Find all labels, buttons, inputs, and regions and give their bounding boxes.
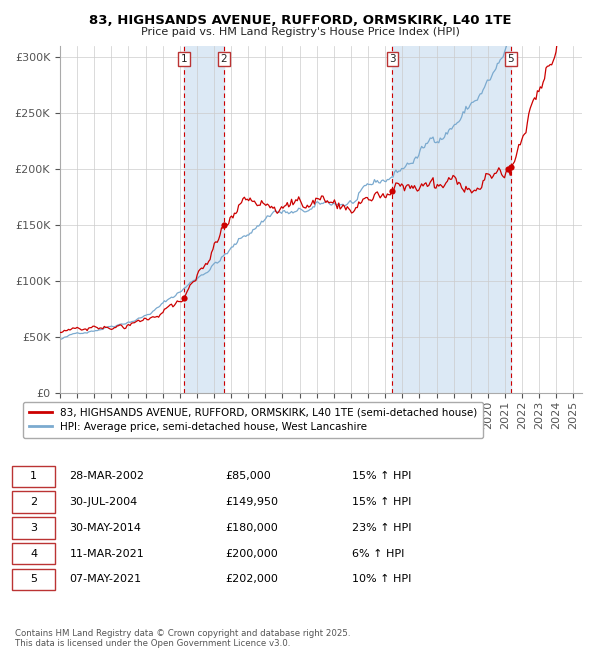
Text: 1: 1 <box>181 54 187 64</box>
Text: 5: 5 <box>508 54 514 64</box>
Text: £200,000: £200,000 <box>225 549 278 558</box>
Text: £149,950: £149,950 <box>225 497 278 507</box>
Text: £202,000: £202,000 <box>225 575 278 584</box>
Text: 30-MAY-2014: 30-MAY-2014 <box>70 523 142 533</box>
Text: 1: 1 <box>30 471 37 481</box>
Text: 15% ↑ HPI: 15% ↑ HPI <box>352 497 411 507</box>
Text: 2: 2 <box>30 497 37 507</box>
Legend: 83, HIGHSANDS AVENUE, RUFFORD, ORMSKIRK, L40 1TE (semi-detached house), HPI: Ave: 83, HIGHSANDS AVENUE, RUFFORD, ORMSKIRK,… <box>23 402 483 438</box>
Text: 30-JUL-2004: 30-JUL-2004 <box>70 497 138 507</box>
Text: 07-MAY-2021: 07-MAY-2021 <box>70 575 142 584</box>
Text: 2: 2 <box>221 54 227 64</box>
FancyBboxPatch shape <box>12 517 55 539</box>
Text: 3: 3 <box>30 523 37 533</box>
Text: 23% ↑ HPI: 23% ↑ HPI <box>352 523 412 533</box>
FancyBboxPatch shape <box>12 569 55 590</box>
Text: £180,000: £180,000 <box>225 523 278 533</box>
Text: 4: 4 <box>30 549 37 558</box>
Text: 5: 5 <box>30 575 37 584</box>
Text: Contains HM Land Registry data © Crown copyright and database right 2025.
This d: Contains HM Land Registry data © Crown c… <box>15 629 350 648</box>
Text: 28-MAR-2002: 28-MAR-2002 <box>70 471 145 481</box>
Text: £85,000: £85,000 <box>225 471 271 481</box>
FancyBboxPatch shape <box>12 491 55 513</box>
Text: 83, HIGHSANDS AVENUE, RUFFORD, ORMSKIRK, L40 1TE: 83, HIGHSANDS AVENUE, RUFFORD, ORMSKIRK,… <box>89 14 511 27</box>
Text: 15% ↑ HPI: 15% ↑ HPI <box>352 471 411 481</box>
Text: Price paid vs. HM Land Registry's House Price Index (HPI): Price paid vs. HM Land Registry's House … <box>140 27 460 37</box>
Text: 3: 3 <box>389 54 395 64</box>
Text: 6% ↑ HPI: 6% ↑ HPI <box>352 549 404 558</box>
Bar <box>184 46 224 393</box>
FancyBboxPatch shape <box>12 465 55 487</box>
Text: 11-MAR-2021: 11-MAR-2021 <box>70 549 145 558</box>
Text: 10% ↑ HPI: 10% ↑ HPI <box>352 575 411 584</box>
FancyBboxPatch shape <box>12 543 55 564</box>
Bar <box>392 46 511 393</box>
